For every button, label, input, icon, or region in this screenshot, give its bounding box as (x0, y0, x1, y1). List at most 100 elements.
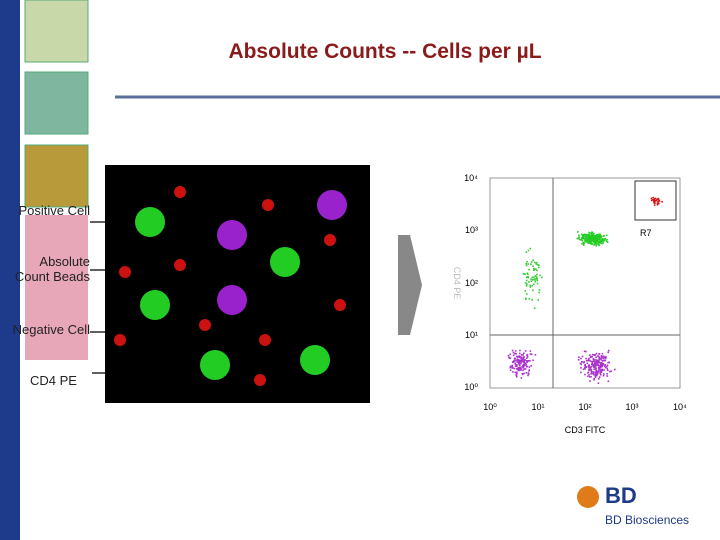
event-dot (588, 376, 591, 378)
event-dot (602, 364, 604, 366)
event-dot (584, 368, 586, 370)
event-dot (515, 364, 517, 367)
event-dot (515, 374, 518, 377)
event-dot (584, 239, 586, 242)
event-dot (601, 242, 603, 245)
event-dot (593, 371, 595, 374)
event-dot (613, 368, 616, 371)
event-dot (597, 243, 600, 246)
event-dot (522, 354, 524, 356)
x-axis-label: CD3 FITC (565, 425, 606, 435)
event-dot (601, 365, 604, 368)
event-dot (509, 357, 512, 359)
event-dot (534, 354, 537, 356)
bead (254, 374, 266, 386)
event-dot (584, 233, 586, 236)
event-dot (606, 241, 609, 244)
event-dot (536, 282, 539, 285)
bead (174, 259, 186, 271)
event-dot (584, 373, 586, 376)
event-dot (588, 359, 591, 362)
event-dot (655, 199, 658, 202)
event-dot (595, 244, 598, 247)
event-dot (590, 240, 593, 243)
event-dot (580, 238, 582, 241)
event-dot (525, 298, 527, 300)
event-dot (602, 240, 605, 242)
event-dot (600, 355, 603, 357)
event-dot (600, 355, 603, 358)
event-dot (525, 279, 528, 282)
event-dot (592, 357, 595, 360)
event-dot (514, 360, 516, 362)
event-dot (590, 241, 592, 243)
x-tick-label: 10⁴ (673, 402, 687, 412)
event-dot (532, 259, 534, 262)
event-dot (582, 241, 585, 244)
event-dot (597, 233, 600, 236)
event-dot (590, 236, 592, 238)
event-dot (580, 361, 583, 363)
event-dot (532, 269, 535, 271)
event-dot (528, 366, 531, 368)
event-dot (600, 359, 603, 361)
event-dot (596, 361, 599, 363)
event-dot (595, 234, 598, 236)
event-dot (516, 361, 518, 363)
event-dot (582, 235, 585, 238)
event-dot (588, 235, 591, 238)
event-dot (598, 377, 600, 380)
event-dot (604, 357, 607, 360)
event-dot (587, 238, 589, 241)
event-dot (590, 365, 592, 368)
event-dot (591, 363, 593, 365)
event-dot (584, 364, 586, 366)
event-dot (527, 276, 530, 279)
event-dot (650, 199, 653, 202)
event-dot (596, 236, 599, 239)
event-dot (525, 251, 528, 254)
event-dot (604, 237, 606, 240)
event-dot (532, 359, 534, 362)
event-dot (584, 235, 587, 238)
event-dot (520, 360, 522, 363)
bead (174, 186, 186, 198)
event-dot (538, 266, 540, 269)
event-dot (601, 352, 604, 355)
event-dot (603, 359, 605, 362)
event-dot (658, 200, 661, 202)
event-dot (581, 233, 583, 236)
event-dot (594, 364, 597, 366)
event-dot (523, 356, 525, 358)
event-dot (584, 366, 586, 369)
event-dot (600, 357, 603, 359)
event-dot (512, 371, 514, 373)
event-dot (538, 264, 540, 266)
event-dot (533, 307, 536, 310)
event-dot (584, 365, 586, 367)
event-dot (595, 370, 598, 372)
cell (200, 350, 230, 380)
x-tick-label: 10² (578, 402, 591, 412)
event-dot (589, 242, 591, 244)
event-dot (536, 277, 539, 280)
event-dot (606, 367, 609, 370)
event-dot (523, 365, 525, 368)
event-dot (598, 237, 601, 240)
y-tick-label: 10⁰ (464, 382, 478, 392)
event-dot (591, 231, 593, 234)
event-dot (602, 355, 605, 358)
event-dot (526, 272, 529, 275)
event-dot (536, 269, 538, 272)
event-dot (593, 366, 596, 369)
event-dot (602, 357, 605, 360)
event-dot (529, 284, 531, 287)
event-dot (529, 247, 532, 250)
event-dot (601, 369, 604, 372)
event-dot (599, 365, 601, 367)
event-dot (523, 368, 525, 370)
event-dot (524, 359, 526, 361)
event-dot (517, 361, 520, 363)
event-dot (595, 371, 597, 373)
event-dot (601, 238, 603, 241)
